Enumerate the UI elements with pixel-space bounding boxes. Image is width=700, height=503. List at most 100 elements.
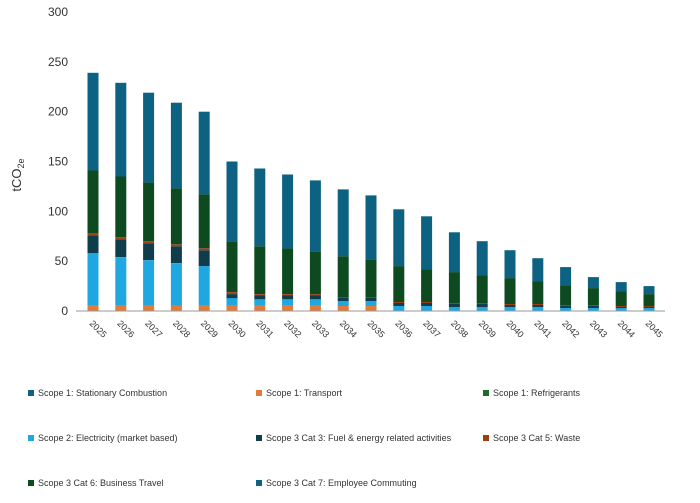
bar-segment [226,241,238,292]
bar-segment [309,299,321,305]
bar-segment [115,239,127,258]
bar-segment [504,278,516,304]
bar-segment [365,306,377,311]
legend-swatch [28,390,34,396]
bar-segment [393,306,405,311]
x-tick-label: 2034 [338,318,359,339]
bar-segment [393,266,405,302]
legend-label: Scope 3 Cat 5: Waste [493,433,581,443]
bar-segment [615,308,627,311]
bar-segment [337,301,349,306]
bar-segment [87,170,99,234]
bar-segment [504,304,516,305]
legend-swatch [256,480,262,486]
bar-segment [476,275,488,303]
x-tick-label: 2029 [199,318,220,339]
bar-segment [448,272,460,303]
bar-segment [365,301,377,306]
legend-item-waste: Scope 3 Cat 5: Waste [483,433,580,443]
x-tick-label: 2025 [88,318,109,339]
bar-segment [365,298,377,301]
bar-segment [254,246,266,294]
bar-segment [115,82,127,177]
legend-label: Scope 2: Electricity (market based) [38,433,178,443]
y-tick-label: 50 [55,254,69,268]
legend-item-transport: Scope 1: Transport [256,388,342,398]
y-tick-label: 150 [48,155,68,169]
bar-segment [587,308,599,311]
bar-segment [309,294,321,296]
y-axis-label: tCO2e [9,158,26,191]
bar-segment [143,305,155,311]
bar-segment [282,295,294,300]
bar-segment [170,188,182,245]
x-tick-label: 2040 [505,318,526,339]
bar-segment [393,303,405,306]
bar-segment [532,305,544,307]
bar-segment [115,305,127,311]
bar-segment [282,305,294,311]
x-tick-label: 2042 [560,318,581,339]
legend-label: Scope 1: Stationary Combustion [38,388,168,398]
bar-segment [337,256,349,298]
bar-segment [337,298,349,301]
bar-segment [226,292,238,295]
bar-segment [198,250,210,267]
x-tick-label: 2041 [532,318,553,339]
x-tick-label: 2039 [477,318,498,339]
bar-segment [337,306,349,311]
x-tick-label: 2044 [616,318,637,339]
bar-segment [337,297,349,298]
bar-segment [365,259,377,298]
bar-segment [476,307,488,311]
bar-segment [143,260,155,305]
bar-segment [560,305,572,306]
x-tick-label: 2043 [588,318,609,339]
legend-item-employee-commuting: Scope 3 Cat 7: Employee Commuting [256,478,417,488]
bar-segment [282,248,294,294]
y-tick-label: 200 [48,105,68,119]
bar-segment [393,302,405,303]
bar-segment [587,306,599,308]
bar-segment [254,305,266,311]
legend-label: Scope 3 Cat 3: Fuel & energy related act… [266,433,452,443]
x-tick-label: 2026 [115,318,136,339]
bar-segment [254,295,266,300]
bar-segment [337,189,349,257]
x-tick-label: 2038 [449,318,470,339]
bar-segment [226,305,238,311]
bar-segment [643,307,655,308]
bar-segment [615,307,627,308]
y-tick-label: 300 [48,5,68,19]
bar-segment [476,304,488,307]
bar-segment [198,266,210,305]
x-tick-label: 2030 [227,318,248,339]
bar-segment [282,294,294,296]
legend-swatch [28,480,34,486]
bar-segment [143,241,155,244]
bar-segment [643,286,655,295]
legend-swatch [256,390,262,396]
bars [87,72,655,311]
bar-segment [587,305,599,306]
bar-segment [560,308,572,311]
bar-segment [143,243,155,261]
bar-segment [421,303,433,306]
legend-item-fuel-energy: Scope 3 Cat 3: Fuel & energy related act… [256,433,451,443]
bar-segment [504,307,516,311]
bar-segment [421,216,433,270]
legend-item-refrigerants: Scope 1: Refrigerants [483,388,580,398]
x-tick-label: 2036 [393,318,414,339]
x-tick-label: 2027 [143,318,164,339]
bar-segment [115,176,127,238]
bar-segment [504,250,516,279]
bar-segment [615,291,627,306]
bar-segment [532,304,544,305]
bar-segment [448,307,460,311]
bar-segment [393,209,405,267]
bar-segment [254,294,266,296]
bar-segment [170,102,182,189]
bar-segment [365,297,377,298]
bar-segment [254,168,266,247]
